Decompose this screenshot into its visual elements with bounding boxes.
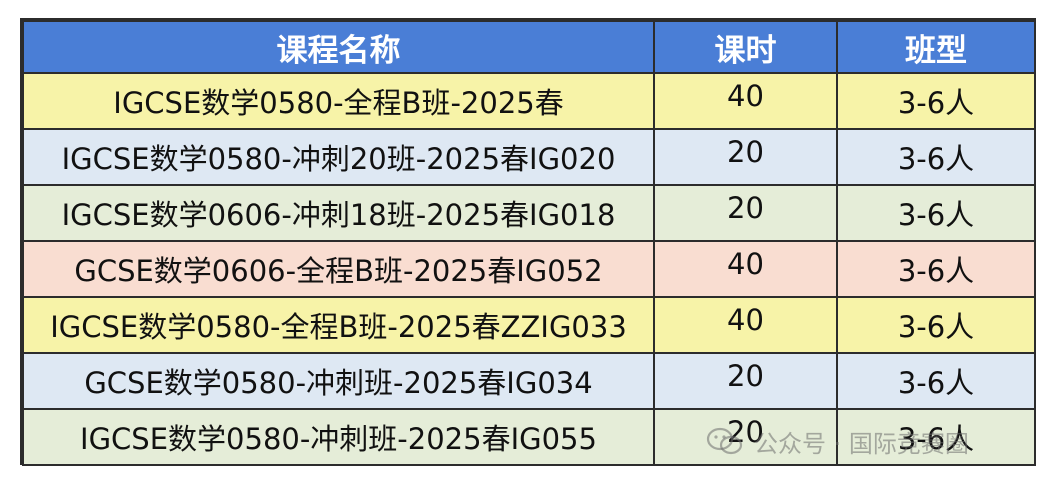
class-type-cell: 3-6人 — [836, 72, 1036, 130]
hours-cell: 40 — [653, 72, 838, 130]
table-row: IGCSE数学0580-冲刺20班-2025春IG020 20 3-6人 — [22, 128, 1036, 186]
class-type-cell: 3-6人 — [836, 240, 1036, 298]
hours-cell: 20 — [653, 128, 838, 186]
class-type-cell: 3-6人 — [836, 128, 1036, 186]
hours-cell: 20 — [653, 408, 838, 466]
course-name-cell: IGCSE数学0580-冲刺班-2025春IG055 — [22, 408, 655, 466]
hours-cell: 20 — [653, 184, 838, 242]
course-name-cell: IGCSE数学0580-冲刺20班-2025春IG020 — [22, 128, 655, 186]
course-name-cell: IGCSE数学0580-全程B班-2025春 — [22, 72, 655, 130]
course-name-cell: GCSE数学0606-全程B班-2025春IG052 — [22, 240, 655, 298]
class-type-cell: 3-6人 — [836, 408, 1036, 466]
course-table-container: 课程名称 课时 班型 IGCSE数学0580-全程B班-2025春 40 3-6… — [20, 18, 1036, 466]
hours-cell: 20 — [653, 352, 838, 410]
header-course-name: 课程名称 — [22, 20, 655, 74]
course-table: 课程名称 课时 班型 IGCSE数学0580-全程B班-2025春 40 3-6… — [22, 20, 1036, 466]
hours-cell: 40 — [653, 296, 838, 354]
class-type-cell: 3-6人 — [836, 184, 1036, 242]
class-type-cell: 3-6人 — [836, 296, 1036, 354]
course-name-cell: IGCSE数学0606-冲刺18班-2025春IG018 — [22, 184, 655, 242]
table-row: IGCSE数学0606-冲刺18班-2025春IG018 20 3-6人 — [22, 184, 1036, 242]
course-name-cell: IGCSE数学0580-全程B班-2025春ZZIG033 — [22, 296, 655, 354]
table-row: IGCSE数学0580-全程B班-2025春 40 3-6人 — [22, 72, 1036, 130]
header-hours: 课时 — [653, 20, 838, 74]
course-name-cell: GCSE数学0580-冲刺班-2025春IG034 — [22, 352, 655, 410]
class-type-cell: 3-6人 — [836, 352, 1036, 410]
table-row: GCSE数学0580-冲刺班-2025春IG034 20 3-6人 — [22, 352, 1036, 410]
table-row: IGCSE数学0580-冲刺班-2025春IG055 20 3-6人 — [22, 408, 1036, 466]
hours-cell: 40 — [653, 240, 838, 298]
table-row: IGCSE数学0580-全程B班-2025春ZZIG033 40 3-6人 — [22, 296, 1036, 354]
table-header-row: 课程名称 课时 班型 — [22, 20, 1036, 74]
table-row: GCSE数学0606-全程B班-2025春IG052 40 3-6人 — [22, 240, 1036, 298]
header-class-type: 班型 — [836, 20, 1036, 74]
